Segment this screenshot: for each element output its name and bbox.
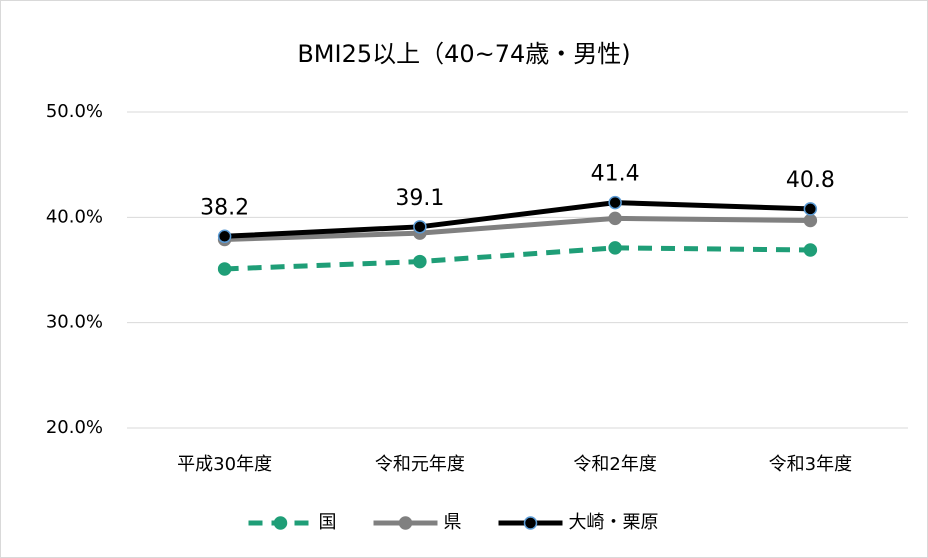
x-tick-label: 平成30年度 bbox=[177, 454, 272, 475]
data-label: 40.8 bbox=[786, 168, 835, 193]
x-tick-label: 令和3年度 bbox=[769, 454, 852, 475]
data-point bbox=[608, 211, 622, 226]
legend-marker bbox=[523, 516, 538, 530]
legend-marker bbox=[273, 516, 288, 530]
x-tick-label: 令和2年度 bbox=[573, 454, 656, 475]
data-point bbox=[217, 262, 232, 276]
data-point bbox=[217, 229, 232, 244]
data-point bbox=[413, 220, 427, 234]
data-label: 41.4 bbox=[591, 162, 640, 187]
series-line bbox=[224, 215, 811, 242]
x-tick-label: 令和元年度 bbox=[375, 454, 465, 475]
y-tick-label: 50.0% bbox=[46, 101, 103, 122]
y-tick-label: 30.0% bbox=[46, 312, 103, 333]
legend-label: 国 bbox=[319, 512, 337, 533]
data-point bbox=[608, 195, 622, 210]
chart-title: BMI25以上（40~74歳・男性) bbox=[297, 40, 630, 68]
legend-label: 大崎・栗原 bbox=[569, 512, 659, 533]
data-point bbox=[803, 213, 818, 228]
y-tick-label: 40.0% bbox=[46, 206, 103, 227]
data-label: 38.2 bbox=[200, 195, 249, 220]
data-point bbox=[413, 254, 427, 269]
data-point bbox=[803, 202, 818, 216]
data-label: 39.1 bbox=[395, 186, 444, 211]
legend-label: 県 bbox=[444, 512, 462, 533]
data-point bbox=[608, 241, 622, 255]
data-point bbox=[803, 243, 818, 257]
y-tick-label: 20.0% bbox=[46, 417, 103, 438]
series-line bbox=[224, 245, 811, 272]
legend-marker bbox=[398, 516, 413, 530]
series-line bbox=[224, 200, 811, 239]
